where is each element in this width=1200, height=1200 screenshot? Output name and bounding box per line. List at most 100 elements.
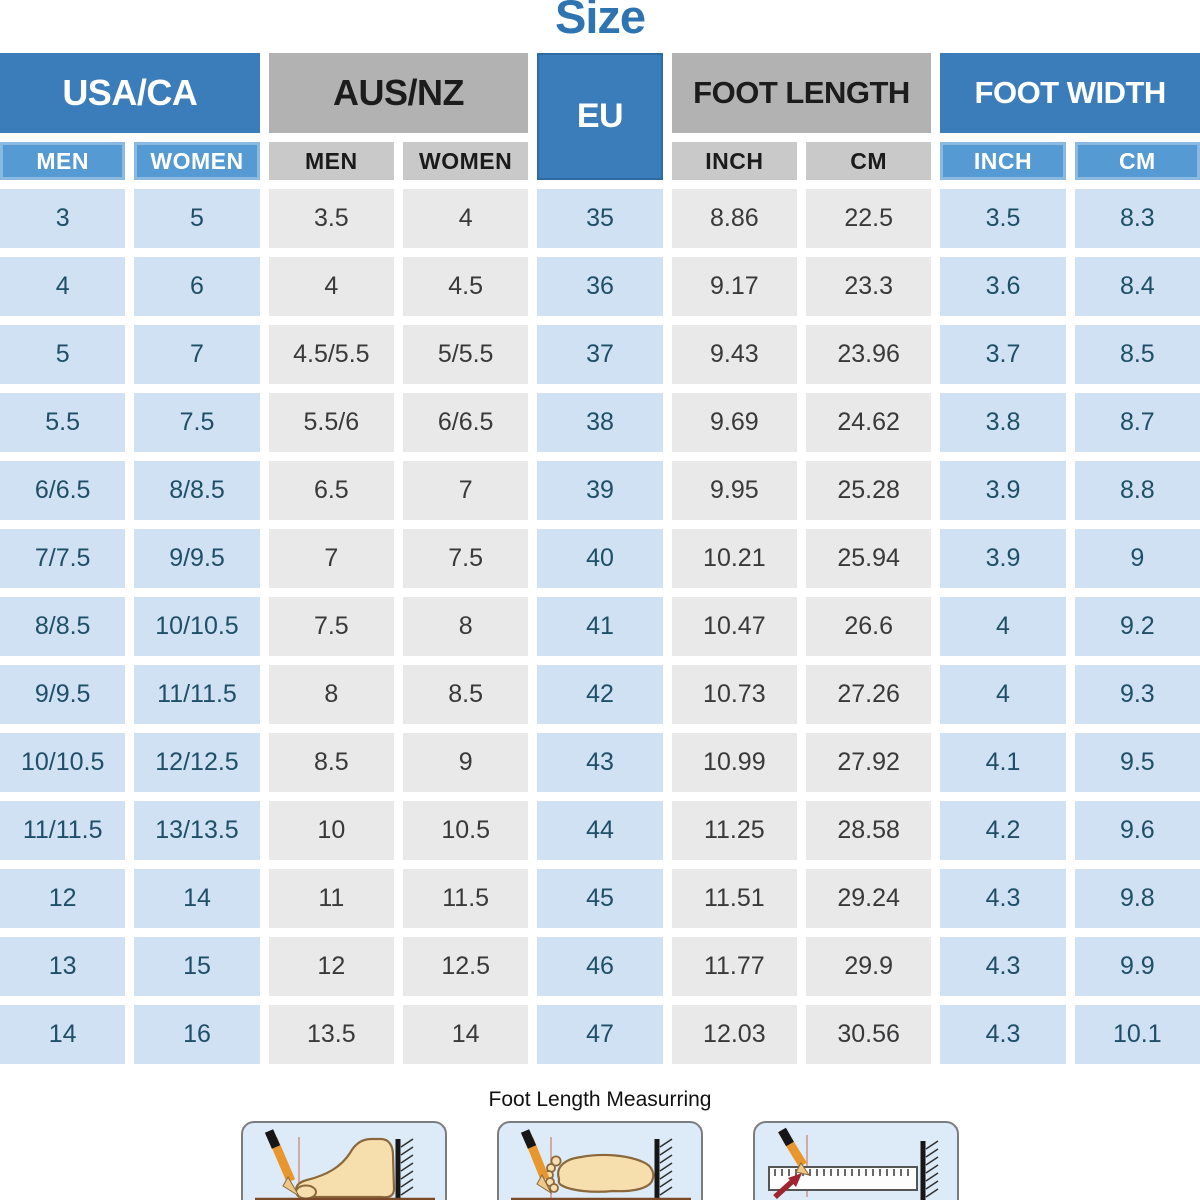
table-cell: 8.86: [671, 189, 797, 248]
table-cell: 3.8: [940, 393, 1066, 452]
table-cell: 5: [134, 189, 260, 248]
subheader-width-inch: INCH: [940, 142, 1066, 180]
table-cell: 11.5: [403, 869, 529, 928]
subheader-aus-men: MEN: [268, 142, 394, 180]
header-aus-nz: AUS/NZ: [268, 53, 529, 133]
table-cell: 37: [537, 325, 663, 384]
table-cell: 40: [537, 529, 663, 588]
table-cell: 6: [134, 257, 260, 316]
table-cell: 9.17: [671, 257, 797, 316]
table-cell: 29.24: [806, 869, 932, 928]
header-usa-ca: USA/CA: [0, 53, 260, 133]
table-cell: 28.58: [806, 801, 932, 860]
table-cell: 14: [0, 1005, 126, 1064]
table-cell: 7/7.5: [0, 529, 126, 588]
table-cell: 3.5: [268, 189, 394, 248]
table-cell: 9.2: [1074, 597, 1200, 656]
table-cell: 14: [403, 1005, 529, 1064]
table-cell: 10.1: [1074, 1005, 1200, 1064]
table-cell: 4.3: [940, 1005, 1066, 1064]
table-cell: 3.9: [940, 461, 1066, 520]
table-cell: 7: [268, 529, 394, 588]
table-cell: 26.6: [806, 597, 932, 656]
measuring-caption: Foot Length Measurring: [488, 1088, 712, 1111]
table-cell: 45: [537, 869, 663, 928]
table-cell: 7: [403, 461, 529, 520]
table-cell: 4: [403, 189, 529, 248]
table-cell: 11/11.5: [0, 801, 126, 860]
table-cell: 12.03: [671, 1005, 797, 1064]
table-cell: 24.62: [806, 393, 932, 452]
table-cell: 46: [537, 937, 663, 996]
subheader-length-inch: INCH: [671, 142, 797, 180]
table-cell: 10.47: [671, 597, 797, 656]
table-cell: 25.94: [806, 529, 932, 588]
header-foot-width: FOOT WIDTH: [940, 53, 1200, 133]
foot-top-view-icon: [511, 1129, 691, 1200]
table-cell: 4: [940, 597, 1066, 656]
table-cell: 13.5: [268, 1005, 394, 1064]
table-cell: 11.25: [671, 801, 797, 860]
subheader-usa-men: MEN: [0, 142, 126, 180]
table-cell: 3.5: [940, 189, 1066, 248]
foot-side-view-icon: [255, 1129, 435, 1200]
table-cell: 9.3: [1074, 665, 1200, 724]
table-cell: 47: [537, 1005, 663, 1064]
measuring-box-top-view: [497, 1121, 703, 1200]
table-cell: 8: [403, 597, 529, 656]
subheader-usa-women: WOMEN: [134, 142, 260, 180]
header-eu: EU: [537, 53, 663, 180]
table-cell: 8: [268, 665, 394, 724]
table-cell: 5.5/6: [268, 393, 394, 452]
table-cell: 11.51: [671, 869, 797, 928]
table-cell: 23.96: [806, 325, 932, 384]
table-cell: 6/6.5: [403, 393, 529, 452]
table-cell: 5: [0, 325, 126, 384]
table-cell: 8.5: [268, 733, 394, 792]
table-cell: 7.5: [268, 597, 394, 656]
table-cell: 4.3: [940, 869, 1066, 928]
table-cell: 8/8.5: [0, 597, 126, 656]
ruler-icon: [768, 1127, 939, 1200]
table-cell: 6.5: [268, 461, 394, 520]
table-cell: 6/6.5: [0, 461, 126, 520]
table-cell: 10.21: [671, 529, 797, 588]
table-cell: 11: [268, 869, 394, 928]
table-cell: 12: [0, 869, 126, 928]
table-cell: 35: [537, 189, 663, 248]
table-cell: 10.99: [671, 733, 797, 792]
table-cell: 9/9.5: [0, 665, 126, 724]
table-cell: 29.9: [806, 937, 932, 996]
table-cell: 9: [403, 733, 529, 792]
table-cell: 11/11.5: [134, 665, 260, 724]
table-cell: 5.5: [0, 393, 126, 452]
table-cell: 4: [268, 257, 394, 316]
table-cell: 8/8.5: [134, 461, 260, 520]
table-cell: 13/13.5: [134, 801, 260, 860]
table-cell: 23.3: [806, 257, 932, 316]
table-cell: 8.4: [1074, 257, 1200, 316]
table-cell: 12.5: [403, 937, 529, 996]
table-cell: 4: [0, 257, 126, 316]
table-cell: 25.28: [806, 461, 932, 520]
table-cell: 12/12.5: [134, 733, 260, 792]
table-cell: 10: [268, 801, 394, 860]
table-cell: 9.5: [1074, 733, 1200, 792]
table-cell: 5/5.5: [403, 325, 529, 384]
table-cell: 9.8: [1074, 869, 1200, 928]
measuring-illustrations: [0, 1121, 1200, 1200]
table-cell: 9/9.5: [134, 529, 260, 588]
table-cell: 4.2: [940, 801, 1066, 860]
subheader-aus-women: WOMEN: [403, 142, 529, 180]
measuring-box-side-view: [241, 1121, 447, 1200]
table-cell: 13: [0, 937, 126, 996]
table-cell: 3.9: [940, 529, 1066, 588]
table-cell: 42: [537, 665, 663, 724]
subheader-length-cm: CM: [806, 142, 932, 180]
table-cell: 4: [940, 665, 1066, 724]
table-cell: 10.5: [403, 801, 529, 860]
subheader-width-cm: CM: [1074, 142, 1200, 180]
table-cell: 8.5: [403, 665, 529, 724]
table-cell: 12: [268, 937, 394, 996]
